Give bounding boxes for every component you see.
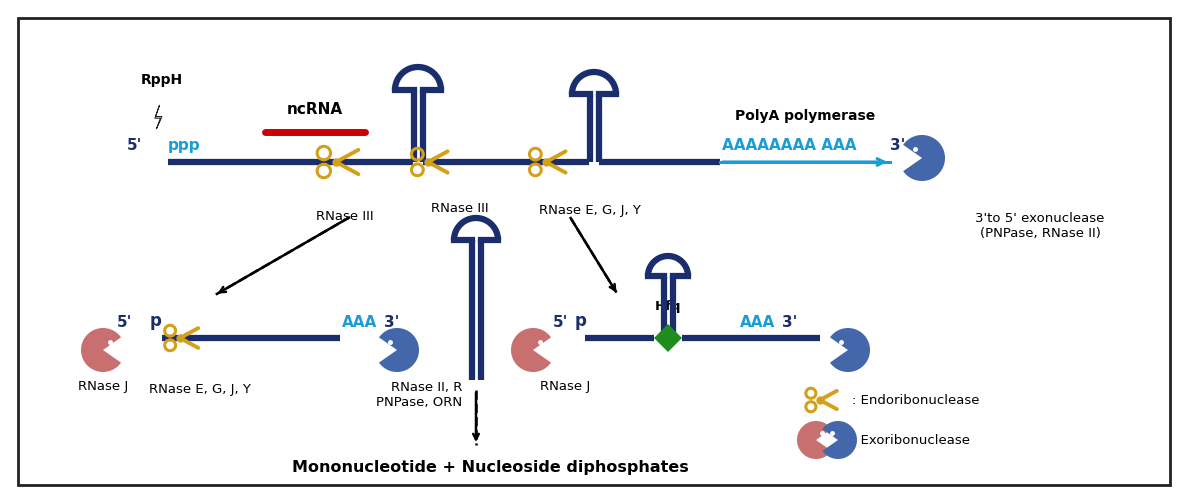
Text: 3': 3'	[891, 138, 905, 153]
Polygon shape	[823, 421, 857, 459]
Text: RNase J: RNase J	[77, 380, 128, 393]
Text: ppp: ppp	[168, 138, 201, 153]
Text: 3': 3'	[384, 315, 400, 330]
Polygon shape	[511, 328, 551, 372]
Polygon shape	[830, 328, 870, 372]
Text: AAAAAAAA AAA: AAAAAAAA AAA	[722, 138, 856, 153]
Text: 5': 5'	[117, 315, 132, 330]
Text: Mononucleotide + Nucleoside diphosphates: Mononucleotide + Nucleoside diphosphates	[291, 460, 688, 475]
Polygon shape	[81, 328, 121, 372]
Text: 3'to 5' exonuclease
(PNPase, RNase II): 3'to 5' exonuclease (PNPase, RNase II)	[975, 212, 1105, 240]
Polygon shape	[155, 105, 162, 129]
Text: : Endoribonuclease: : Endoribonuclease	[853, 393, 980, 406]
Polygon shape	[797, 421, 831, 459]
Text: ncRNA: ncRNA	[287, 102, 344, 117]
Text: 5': 5'	[553, 315, 568, 330]
Polygon shape	[654, 324, 682, 352]
Text: PolyA polymerase: PolyA polymerase	[735, 109, 875, 123]
Text: RNase E, G, J, Y: RNase E, G, J, Y	[149, 383, 251, 396]
Polygon shape	[379, 328, 419, 372]
Text: 3': 3'	[782, 315, 798, 330]
Text: p: p	[150, 312, 162, 330]
Text: p: p	[575, 312, 587, 330]
Text: 5': 5'	[126, 138, 141, 153]
Text: Hfq: Hfq	[655, 300, 681, 313]
Text: AAA: AAA	[342, 315, 377, 330]
Text: RNase E, G, J, Y: RNase E, G, J, Y	[539, 204, 641, 217]
Text: RNase III: RNase III	[432, 202, 489, 215]
FancyBboxPatch shape	[18, 18, 1170, 485]
Text: RppH: RppH	[141, 73, 183, 87]
Text: RNase III: RNase III	[316, 210, 373, 223]
Text: RNase II, R
PNPase, ORN: RNase II, R PNPase, ORN	[376, 381, 463, 409]
Text: : Exoribonuclease: : Exoribonuclease	[853, 434, 970, 447]
Polygon shape	[904, 135, 945, 181]
Text: AAA: AAA	[740, 315, 775, 330]
Text: RNase J: RNase J	[540, 380, 590, 393]
